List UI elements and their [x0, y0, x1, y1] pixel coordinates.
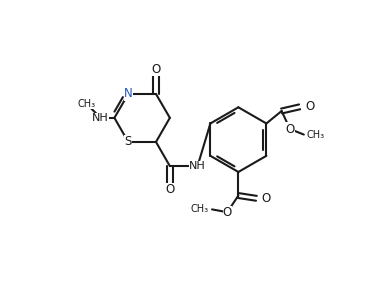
- Text: O: O: [223, 206, 232, 219]
- Text: O: O: [262, 192, 271, 205]
- Text: NH: NH: [189, 161, 206, 171]
- Text: N: N: [124, 88, 133, 100]
- Text: O: O: [151, 63, 161, 76]
- Text: S: S: [124, 135, 132, 148]
- Text: CH₃: CH₃: [191, 204, 209, 214]
- Text: NH: NH: [92, 113, 109, 123]
- Text: CH₃: CH₃: [307, 129, 325, 140]
- Text: O: O: [305, 100, 314, 113]
- Text: O: O: [285, 123, 294, 136]
- Text: CH₃: CH₃: [78, 99, 96, 109]
- Text: O: O: [165, 183, 174, 196]
